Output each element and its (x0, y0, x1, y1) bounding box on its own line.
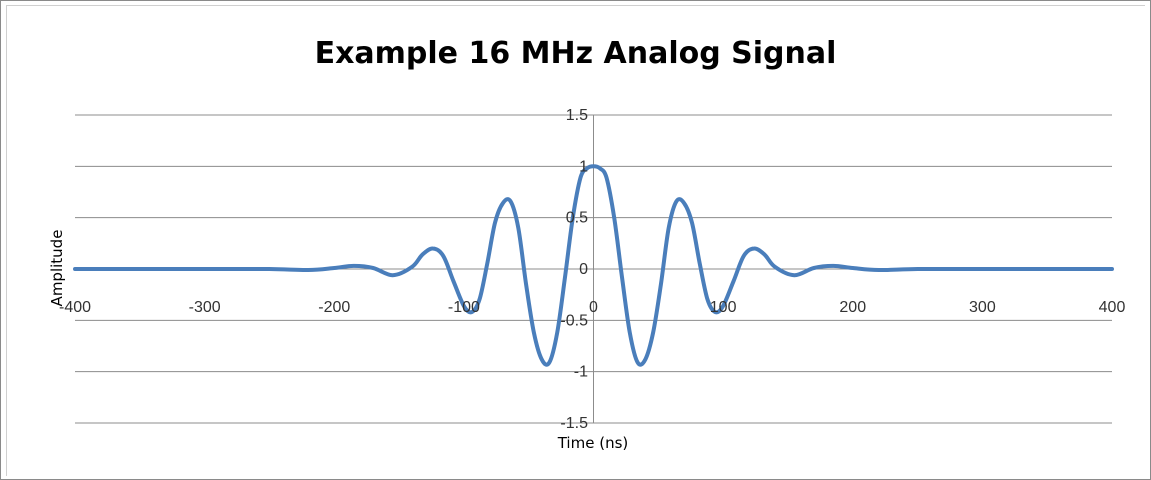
y-tick-label: 0 (579, 261, 588, 278)
x-tick-label: 400 (1099, 299, 1126, 316)
y-tick-label: -0.5 (560, 312, 588, 329)
series-layer (73, 164, 1114, 367)
x-tick-label: 100 (710, 299, 737, 316)
x-tick-label: -100 (448, 299, 480, 316)
y-tick-label: 0.5 (566, 210, 588, 227)
x-tick-label: -400 (59, 299, 91, 316)
chart-area-border (6, 5, 1145, 476)
x-tick-label: -300 (189, 299, 221, 316)
y-tick-label: -1.5 (560, 415, 588, 432)
chart-title: Example 16 MHz Analog Signal (314, 36, 837, 71)
tick-labels: 1.510.50-0.5-1-1.5-400 -300 -200 -100 0 100 20… (59, 107, 1125, 432)
y-tick-label: -1 (574, 364, 588, 381)
y-axis-title: Amplitude (48, 230, 66, 307)
x-tick-label: 300 (969, 299, 996, 316)
x-tick-label: 200 (839, 299, 866, 316)
series-line (73, 164, 1114, 367)
x-axis-title: Time (ns) (557, 434, 629, 452)
x-tick-label: 0 (589, 299, 598, 316)
y-tick-label: 1 (579, 158, 588, 175)
x-tick-label: -200 (318, 299, 350, 316)
y-tick-label: 1.5 (566, 107, 588, 124)
